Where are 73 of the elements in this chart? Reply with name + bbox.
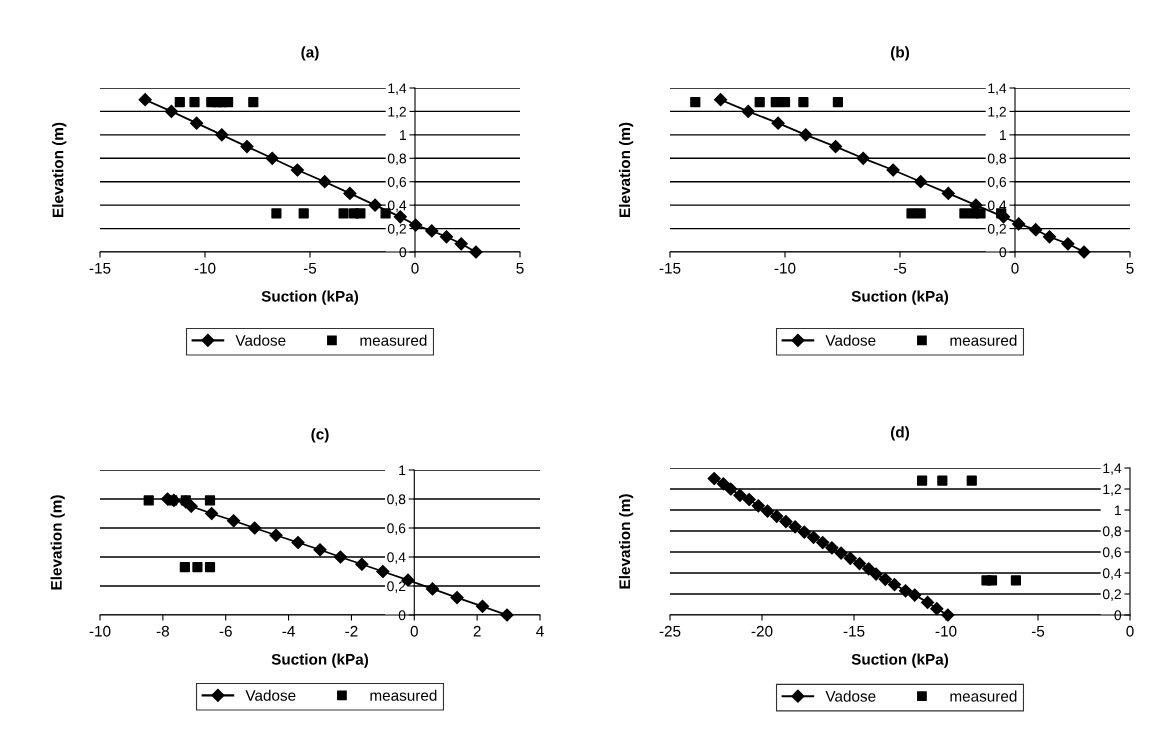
y-tick-label: 1,2 bbox=[1103, 484, 1121, 496]
y-tick-label: 0,4 bbox=[1102, 568, 1122, 580]
y-tick-label: 1,2 bbox=[388, 106, 406, 119]
x-tick-label: -5 bbox=[893, 262, 907, 274]
y-tick-label: 1,4 bbox=[388, 83, 407, 95]
x-tick-label: 0 bbox=[410, 625, 418, 637]
x-tick-label: -15 bbox=[843, 625, 865, 637]
y-tick-label: 0,2 bbox=[387, 223, 406, 236]
x-tick-label: 0 bbox=[411, 262, 419, 274]
x-tick-label: -5 bbox=[1031, 625, 1045, 637]
y-tick-label: 0,6 bbox=[987, 177, 1007, 189]
x-tick-label: -10 bbox=[935, 625, 957, 637]
legend-label: measured bbox=[370, 689, 437, 701]
legend-label: measured bbox=[950, 334, 1017, 346]
x-tick-label: -5 bbox=[303, 262, 317, 274]
y-tick-label: 0,8 bbox=[387, 494, 406, 506]
y-tick-label: 1,4 bbox=[1103, 463, 1122, 475]
y-tick-label: 0 bbox=[398, 610, 406, 621]
y-tick-label: 0,6 bbox=[387, 177, 407, 189]
y-tick-label: 1,4 bbox=[988, 83, 1007, 95]
y-tick-label: 0,8 bbox=[987, 153, 1007, 166]
y-tick-label: 0 bbox=[999, 247, 1007, 258]
x-axis-title: Suction (kPa) bbox=[271, 653, 369, 668]
y-tick-label: 1,2 bbox=[988, 106, 1006, 119]
x-axis-title: Suction (kPa) bbox=[851, 290, 949, 305]
x-tick-label: 4 bbox=[536, 625, 544, 637]
x-tick-label: 5 bbox=[1126, 262, 1134, 274]
legend-label: measured bbox=[360, 334, 427, 346]
x-tick-label: -10 bbox=[89, 625, 111, 637]
y-tick-label: 0,2 bbox=[987, 223, 1006, 236]
x-axis-title: Suction (kPa) bbox=[851, 653, 949, 668]
x-tick-label: -10 bbox=[194, 262, 216, 274]
legend-label: Vadose bbox=[825, 690, 876, 702]
x-tick-label: -2 bbox=[345, 625, 358, 637]
y-tick-label: 1 bbox=[1115, 505, 1121, 516]
x-tick-label: 0 bbox=[1126, 625, 1134, 637]
x-tick-label: -15 bbox=[89, 262, 111, 274]
y-axis-title: Elevation (m) bbox=[618, 494, 634, 589]
x-tick-label: -4 bbox=[282, 625, 295, 637]
legend-label: Vadose bbox=[245, 689, 296, 701]
legend-label: measured bbox=[950, 690, 1017, 702]
y-tick-label: 0 bbox=[1114, 610, 1122, 621]
x-axis-title: Suction (kPa) bbox=[261, 290, 359, 305]
y-tick-label: 0,8 bbox=[387, 153, 407, 166]
x-tick-label: 2 bbox=[473, 625, 481, 637]
y-tick-label: 0,4 bbox=[387, 552, 406, 564]
y-tick-label: 0,8 bbox=[1102, 526, 1122, 538]
x-tick-label: -20 bbox=[751, 625, 773, 637]
y-tick-label: 1 bbox=[400, 130, 406, 140]
y-tick-label: 0 bbox=[399, 247, 407, 258]
x-tick-label: 0 bbox=[1011, 262, 1019, 274]
y-tick-label: 0,6 bbox=[1102, 547, 1122, 559]
chart-title: (b) bbox=[891, 46, 909, 61]
y-tick-label: 1 bbox=[1000, 130, 1006, 140]
chart-title: (d) bbox=[891, 426, 909, 441]
x-tick-label: -6 bbox=[219, 625, 232, 637]
y-axis-title: Elevation (m) bbox=[618, 122, 634, 217]
y-tick-label: 1 bbox=[399, 465, 406, 476]
legend-label: Vadose bbox=[825, 334, 876, 346]
x-tick-label: 5 bbox=[516, 262, 524, 274]
y-tick-label: 0,2 bbox=[1102, 589, 1121, 601]
x-tick-label: -15 bbox=[659, 262, 681, 274]
x-tick-label: -8 bbox=[156, 625, 169, 637]
y-tick-label: 0,6 bbox=[387, 523, 406, 535]
x-tick-label: -10 bbox=[774, 262, 796, 274]
x-tick-label: -25 bbox=[659, 625, 681, 637]
chart-title: (c) bbox=[311, 428, 329, 443]
legend-label: Vadose bbox=[235, 334, 286, 346]
y-axis-title: Elevation (m) bbox=[50, 495, 65, 590]
y-tick-label: 0,2 bbox=[387, 581, 406, 593]
chart-title: (a) bbox=[301, 46, 319, 61]
y-axis-title: Elevation (m) bbox=[52, 122, 67, 217]
y-tick-label: 0,4 bbox=[387, 200, 407, 212]
